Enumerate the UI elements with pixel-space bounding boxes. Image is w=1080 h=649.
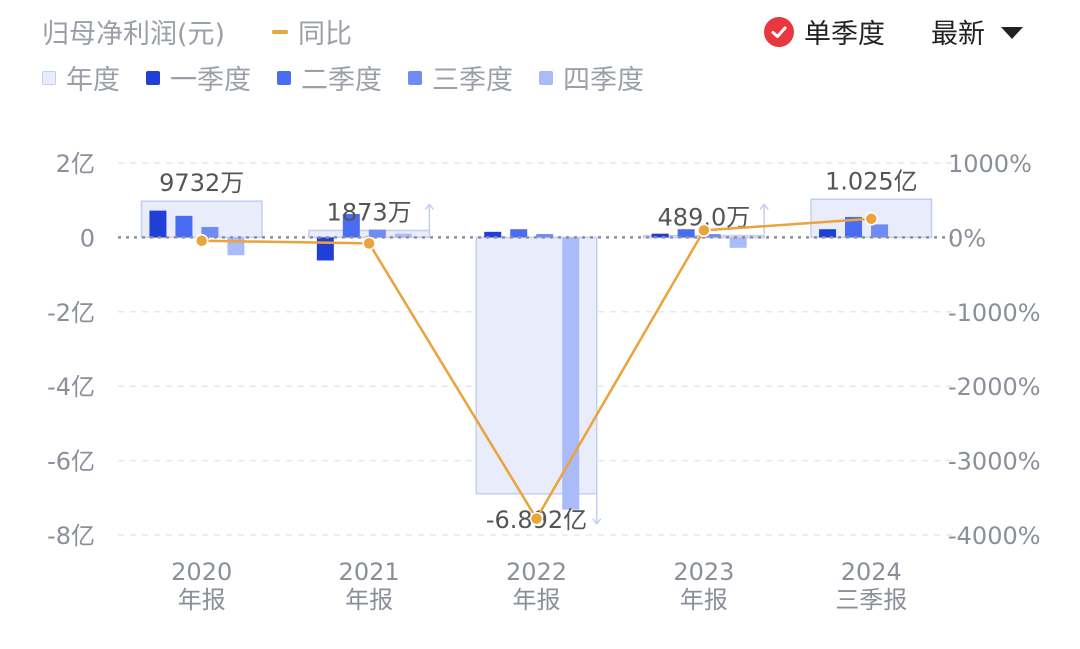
left-axis-tick-label: -2亿 bbox=[47, 299, 95, 327]
right-axis-tick-label: -1000% bbox=[948, 299, 1041, 327]
annual-value-label: 9732万 bbox=[159, 169, 244, 197]
annual-value-label: 1873万 bbox=[327, 198, 412, 226]
latest-dropdown-label: 最新 bbox=[931, 19, 985, 50]
legend-swatch-q1 bbox=[146, 70, 160, 85]
quarter-bar-1 bbox=[819, 229, 837, 238]
x-axis-year-label: 2021 bbox=[339, 558, 400, 586]
quarter-bar-2 bbox=[510, 229, 528, 238]
x-axis-period-label: 年报 bbox=[513, 586, 561, 614]
quarter-bar-4 bbox=[562, 237, 580, 510]
right-axis-tick-label: -3000% bbox=[948, 448, 1041, 476]
legend-label: 一季度 bbox=[170, 65, 251, 96]
legend-swatch-annual bbox=[42, 70, 56, 85]
chart-title: 归母净利润(元) bbox=[42, 19, 226, 50]
right-axis-tick-label: 0% bbox=[948, 224, 986, 252]
legend-swatch-q4 bbox=[539, 70, 553, 85]
x-axis-period-label: 年报 bbox=[178, 586, 226, 614]
x-axis-period-label: 年报 bbox=[680, 586, 728, 614]
yoy-point bbox=[362, 236, 376, 251]
quarter-toggle-label: 单季度 bbox=[804, 19, 885, 50]
legend-item-q2[interactable]: 二季度 bbox=[277, 58, 382, 97]
right-axis-tick-label: -2000% bbox=[948, 373, 1041, 401]
caret-down-icon bbox=[1001, 26, 1023, 39]
yoy-legend-label: 同比 bbox=[298, 19, 352, 50]
x-axis-period-label: 三季报 bbox=[835, 586, 907, 614]
legend-label: 三季度 bbox=[432, 65, 513, 96]
x-axis-year-label: 2022 bbox=[506, 558, 567, 586]
yoy-point bbox=[529, 511, 544, 526]
x-axis-period-label: 年报 bbox=[345, 586, 393, 614]
quarter-bar-3 bbox=[703, 234, 721, 238]
left-axis-tick-label: -6亿 bbox=[47, 448, 95, 476]
quarter-bar-4 bbox=[729, 237, 747, 248]
check-icon bbox=[764, 16, 794, 47]
left-axis-tick-label: -8亿 bbox=[47, 522, 95, 550]
legend-label: 年度 bbox=[66, 65, 120, 96]
legend-swatch-q2 bbox=[277, 70, 291, 85]
yoy-point bbox=[194, 233, 209, 248]
yoy-legend: 同比 bbox=[272, 12, 352, 51]
annual-value-label: 1.025亿 bbox=[825, 167, 918, 195]
x-axis-year-label: 2023 bbox=[673, 558, 734, 586]
quarter-bar-1 bbox=[316, 237, 334, 261]
legend-label: 四季度 bbox=[563, 65, 644, 96]
quarter-bar-2 bbox=[677, 229, 695, 238]
yoy-point bbox=[864, 212, 879, 226]
arrow-up-icon-head bbox=[424, 203, 434, 210]
arrow-up-icon-head bbox=[759, 203, 769, 210]
legend-item-q4[interactable]: 四季度 bbox=[539, 58, 644, 97]
latest-dropdown[interactable]: 最新 bbox=[931, 12, 1023, 51]
right-axis-tick-label: 1000% bbox=[948, 150, 1032, 178]
legend-item-q1[interactable]: 一季度 bbox=[146, 58, 251, 97]
x-axis-year-label: 2020 bbox=[171, 558, 232, 586]
quarter-bar-1 bbox=[484, 231, 502, 238]
x-axis-year-label: 2024 bbox=[841, 558, 902, 586]
legend-item-annual[interactable]: 年度 bbox=[42, 58, 120, 97]
right-axis-tick-label: -4000% bbox=[948, 522, 1041, 550]
series-legend: 年度 一季度 二季度 三季度 四季度 bbox=[42, 58, 670, 97]
arrow-down-icon-head bbox=[592, 518, 602, 525]
quarter-toggle[interactable]: 单季度 bbox=[764, 12, 885, 51]
quarter-bar-2 bbox=[342, 213, 360, 238]
quarter-bar-4 bbox=[394, 233, 412, 238]
left-axis-tick-label: 0 bbox=[80, 224, 95, 252]
yoy-point bbox=[697, 223, 711, 238]
quarter-bar-3 bbox=[536, 234, 554, 238]
quarter-bar-3 bbox=[368, 229, 386, 238]
yoy-line-swatch bbox=[272, 29, 288, 34]
legend-label: 二季度 bbox=[301, 65, 382, 96]
quarter-bar-1 bbox=[149, 210, 167, 238]
quarter-bar-3 bbox=[871, 224, 889, 238]
quarter-bar-2 bbox=[175, 215, 193, 238]
left-axis-tick-label: -4亿 bbox=[47, 373, 95, 401]
quarter-bar-3 bbox=[201, 226, 219, 238]
left-axis-tick-label: 2亿 bbox=[56, 150, 95, 178]
legend-item-q3[interactable]: 三季度 bbox=[408, 58, 513, 97]
legend-swatch-q3 bbox=[408, 70, 422, 85]
quarter-bar-1 bbox=[651, 233, 669, 238]
quarter-bar-2 bbox=[845, 216, 863, 238]
